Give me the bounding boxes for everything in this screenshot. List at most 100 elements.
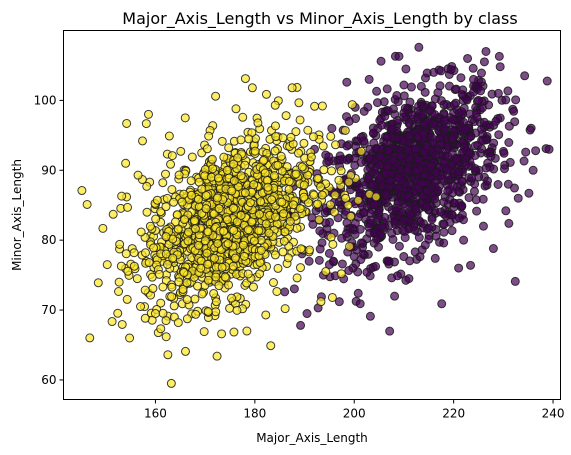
data-point-series-0 <box>415 234 423 242</box>
data-point-series-1 <box>262 311 270 319</box>
data-point-series-1 <box>345 178 353 186</box>
data-point-series-0 <box>303 310 311 318</box>
data-point-series-1 <box>218 263 226 271</box>
data-point-series-0 <box>425 224 433 232</box>
data-point-series-1 <box>300 139 308 147</box>
data-point-series-0 <box>504 180 512 188</box>
data-point-series-0 <box>397 152 405 160</box>
data-point-series-1 <box>281 305 289 313</box>
data-point-series-0 <box>443 166 451 174</box>
data-point-series-1 <box>223 166 231 174</box>
data-point-series-1 <box>262 90 270 98</box>
data-point-series-0 <box>444 187 452 195</box>
data-point-series-1 <box>212 273 220 281</box>
data-point-series-1 <box>322 268 330 276</box>
data-point-series-0 <box>404 146 412 154</box>
data-point-series-0 <box>388 274 396 282</box>
data-point-series-1 <box>198 185 206 193</box>
data-point-series-0 <box>494 89 502 97</box>
data-point-series-1 <box>298 163 306 171</box>
data-point-series-1 <box>205 132 213 140</box>
data-point-series-1 <box>203 249 211 257</box>
data-point-series-0 <box>440 220 448 228</box>
data-point-series-0 <box>357 158 365 166</box>
data-point-series-0 <box>415 43 423 51</box>
data-point-series-1 <box>191 217 199 225</box>
data-point-series-1 <box>204 307 212 315</box>
data-point-series-0 <box>394 134 402 142</box>
data-point-series-1 <box>317 183 325 191</box>
data-point-series-0 <box>394 199 402 207</box>
data-point-series-0 <box>356 300 364 308</box>
x-axis-label: Major_Axis_Length <box>256 431 368 445</box>
data-point-series-1 <box>239 241 247 249</box>
data-point-series-1 <box>202 205 210 213</box>
x-tick-label: 180 <box>243 407 266 421</box>
y-tick-label: 100 <box>34 93 57 107</box>
data-point-series-0 <box>391 218 399 226</box>
data-point-series-0 <box>354 213 362 221</box>
points-layer <box>78 43 553 387</box>
data-point-series-0 <box>372 262 380 270</box>
data-point-series-1 <box>248 218 256 226</box>
x-tick-label: 200 <box>343 407 366 421</box>
data-point-series-0 <box>495 52 503 60</box>
data-point-series-1 <box>372 193 380 201</box>
data-point-series-1 <box>250 237 258 245</box>
data-point-series-0 <box>336 156 344 164</box>
data-point-series-0 <box>404 192 412 200</box>
data-point-series-0 <box>440 228 448 236</box>
data-point-series-0 <box>432 168 440 176</box>
data-point-series-0 <box>505 139 513 147</box>
data-point-series-1 <box>144 110 152 118</box>
data-point-series-0 <box>383 85 391 93</box>
data-point-series-1 <box>209 165 217 173</box>
data-point-series-1 <box>241 75 249 83</box>
data-point-series-0 <box>477 69 485 77</box>
x-tick-label: 220 <box>442 407 465 421</box>
data-point-series-0 <box>363 268 371 276</box>
data-point-series-1 <box>244 270 252 278</box>
data-point-series-1 <box>170 198 178 206</box>
data-point-series-1 <box>133 275 141 283</box>
data-point-series-1 <box>175 278 183 286</box>
data-point-series-1 <box>141 314 149 322</box>
data-point-series-1 <box>103 261 111 269</box>
data-point-series-1 <box>257 246 265 254</box>
data-point-series-0 <box>438 300 446 308</box>
data-point-series-0 <box>420 120 428 128</box>
data-point-series-0 <box>478 145 486 153</box>
data-point-series-0 <box>501 165 509 173</box>
data-point-series-1 <box>210 289 218 297</box>
data-point-series-1 <box>141 286 149 294</box>
data-point-series-0 <box>384 107 392 115</box>
data-point-series-1 <box>354 196 362 204</box>
data-point-series-1 <box>174 225 182 233</box>
data-point-series-0 <box>457 74 465 82</box>
data-point-series-1 <box>118 192 126 200</box>
data-point-series-1 <box>273 287 281 295</box>
data-point-series-1 <box>143 208 151 216</box>
data-point-series-0 <box>469 64 477 72</box>
data-point-series-0 <box>420 102 428 110</box>
data-point-series-0 <box>380 98 388 106</box>
data-point-series-0 <box>315 256 323 264</box>
data-point-series-0 <box>382 170 390 178</box>
data-point-series-1 <box>134 171 142 179</box>
data-point-series-0 <box>430 68 438 76</box>
data-point-series-1 <box>271 122 279 130</box>
data-point-series-0 <box>401 227 409 235</box>
data-point-series-0 <box>419 111 427 119</box>
data-point-series-1 <box>215 282 223 290</box>
data-point-series-1 <box>293 224 301 232</box>
data-point-series-1 <box>180 190 188 198</box>
data-point-series-1 <box>178 198 186 206</box>
data-point-series-0 <box>366 155 374 163</box>
data-point-series-0 <box>437 67 445 75</box>
data-point-series-1 <box>198 290 206 298</box>
data-point-series-1 <box>181 114 189 122</box>
data-point-series-0 <box>532 147 540 155</box>
data-point-series-0 <box>407 211 415 219</box>
data-point-series-1 <box>118 320 126 328</box>
data-point-series-0 <box>500 149 508 157</box>
